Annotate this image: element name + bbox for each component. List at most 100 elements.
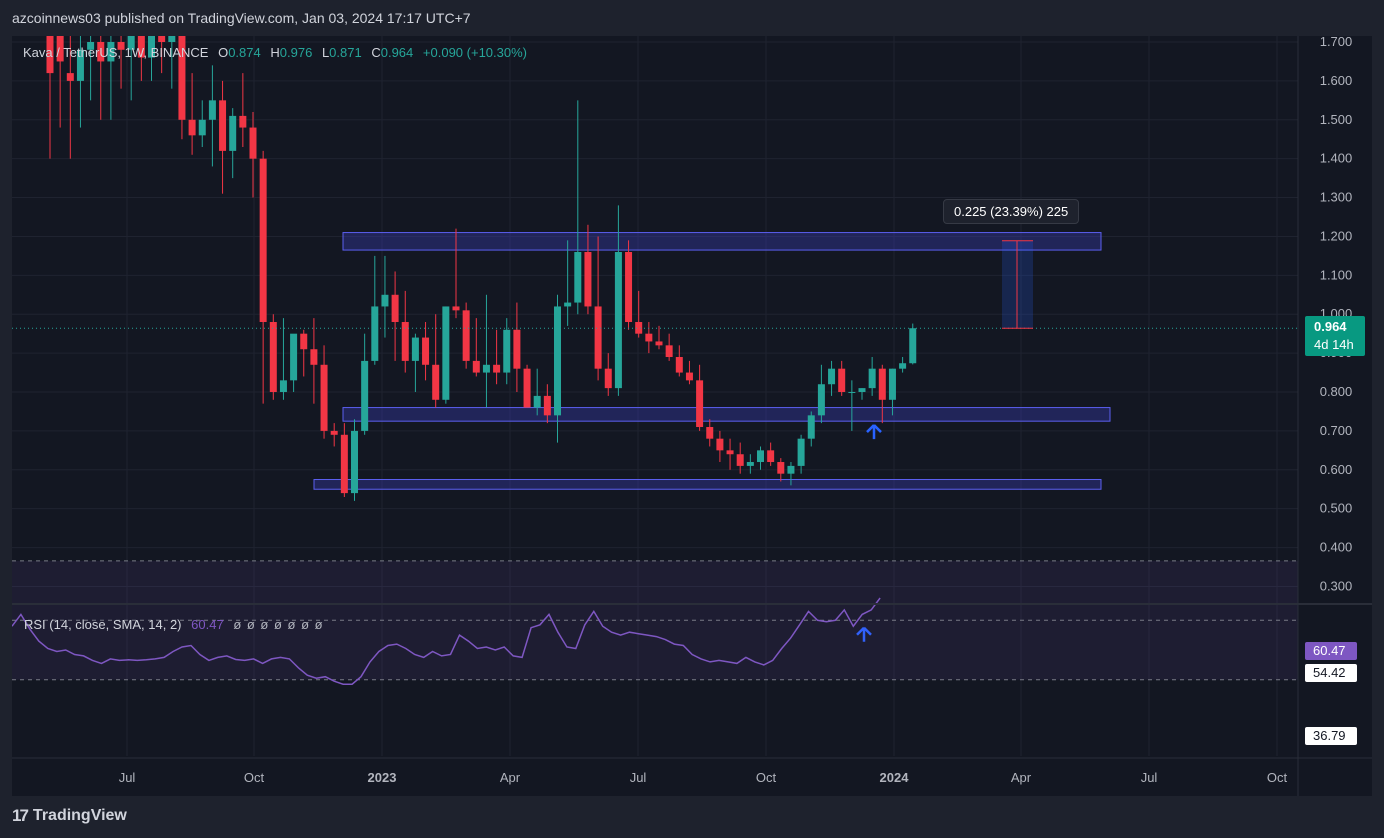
last-price: 0.964 [1314,319,1347,334]
last-price-tag: 0.964 4d 14h [1305,316,1365,356]
candle [351,419,358,501]
price-chart[interactable]: 1.7001.6001.5001.4001.3001.2001.1001.000… [12,36,1372,796]
price-tick-label: 1.100 [1320,267,1353,282]
candle-body [716,438,724,451]
candle-body [838,368,846,393]
chart-frame[interactable]: 1.700 1.600 1.500 1.400 1.300 1.200 1.100 1.000… [12,36,1372,796]
candle-body [411,337,419,361]
candle-body [625,252,633,323]
candle-body [787,465,795,474]
candle [259,150,267,404]
time-tick-label: Jul [630,770,647,785]
rsi-lower-tag: 36.79 [1305,727,1357,745]
low-label: L [321,45,330,60]
candle-body [878,368,886,400]
candle [736,442,744,474]
candle [503,318,511,385]
candle [828,360,836,396]
change-value: +0.090 (+10.30%) [422,45,527,60]
candle-body [574,252,582,303]
axes: 1.7001.6001.5001.4001.3001.2001.1001.000… [12,36,1372,796]
time-tick-label: Jul [1141,770,1158,785]
candle-body [868,368,876,389]
candle-body [269,322,277,393]
candle-body [158,36,166,42]
candle-body [706,427,714,439]
candle [66,36,74,159]
candle [899,357,907,373]
rsi-line [12,597,881,685]
measure-label: 0.225 (23.39%) 225 [943,199,1080,224]
candle-body [746,462,754,466]
candle-body [340,434,348,494]
candle-body [107,42,115,62]
price-tick-label: 1.700 [1320,36,1353,49]
candle-body [168,36,176,42]
candle [655,325,663,350]
candle [594,236,602,381]
rsi-up-arrow-icon [856,626,872,642]
tradingview-brand[interactable]: 17 TradingView [12,806,127,826]
rsi-ma-tag-text: 54.42 [1313,665,1346,680]
candle-body [381,294,389,307]
candle [168,36,176,89]
support-resistance-zones [313,232,1111,490]
price-tick-label: 1.200 [1320,228,1353,243]
candle [452,228,460,319]
candle [665,333,673,361]
high-label: H [270,45,280,60]
time-tick-label: Apr [500,770,521,785]
candle-body [239,115,247,128]
candle-body [300,333,308,350]
candle [625,240,633,330]
candle-body [757,450,764,463]
price-tick-label: 1.400 [1320,151,1353,166]
candle [432,314,440,408]
candle [757,446,764,470]
candle-body [279,380,287,393]
candle-body [148,36,155,58]
candle [797,434,805,474]
price-tick-label: 0.300 [1320,578,1353,593]
time-tick-label: Oct [1267,770,1288,785]
candle-body [543,395,551,416]
candle-body [817,384,825,416]
candle-body [767,450,775,463]
price-tick-label: 0.800 [1320,384,1353,399]
candle-body [330,430,338,435]
candle [117,36,125,89]
price-tick-label: 1.600 [1320,73,1353,88]
candle [148,36,155,81]
candle-body [229,115,237,151]
rsi-label: RSI (14, close, SMA, 14, 2) [24,617,182,632]
candle [401,290,409,373]
candle [249,112,257,198]
candle [777,458,785,482]
price-up-arrow-icon [866,424,882,440]
candle [290,333,298,393]
candle-body [523,368,531,408]
candle-body [513,329,521,369]
candle-body [899,363,907,369]
candle [716,430,724,463]
candle-body [493,364,501,373]
candle [533,368,541,416]
candle-body [198,119,206,136]
candle [635,290,643,338]
candle-body [472,360,480,373]
candle [391,271,399,361]
candle-body [777,462,785,474]
candle [310,318,318,404]
candle [685,360,693,385]
candle-body [696,380,704,428]
candle [543,384,551,424]
candle [137,36,145,81]
candle [878,364,886,424]
candle [188,73,196,155]
candle-body [655,341,663,346]
candle [229,108,237,179]
price-tick-label: 1.300 [1320,190,1353,205]
candle-body [351,430,358,494]
candle [554,294,561,443]
symbol-legend: Kava / TetherUS, 1W, BINANCE O0.874 H0.9… [23,45,527,60]
